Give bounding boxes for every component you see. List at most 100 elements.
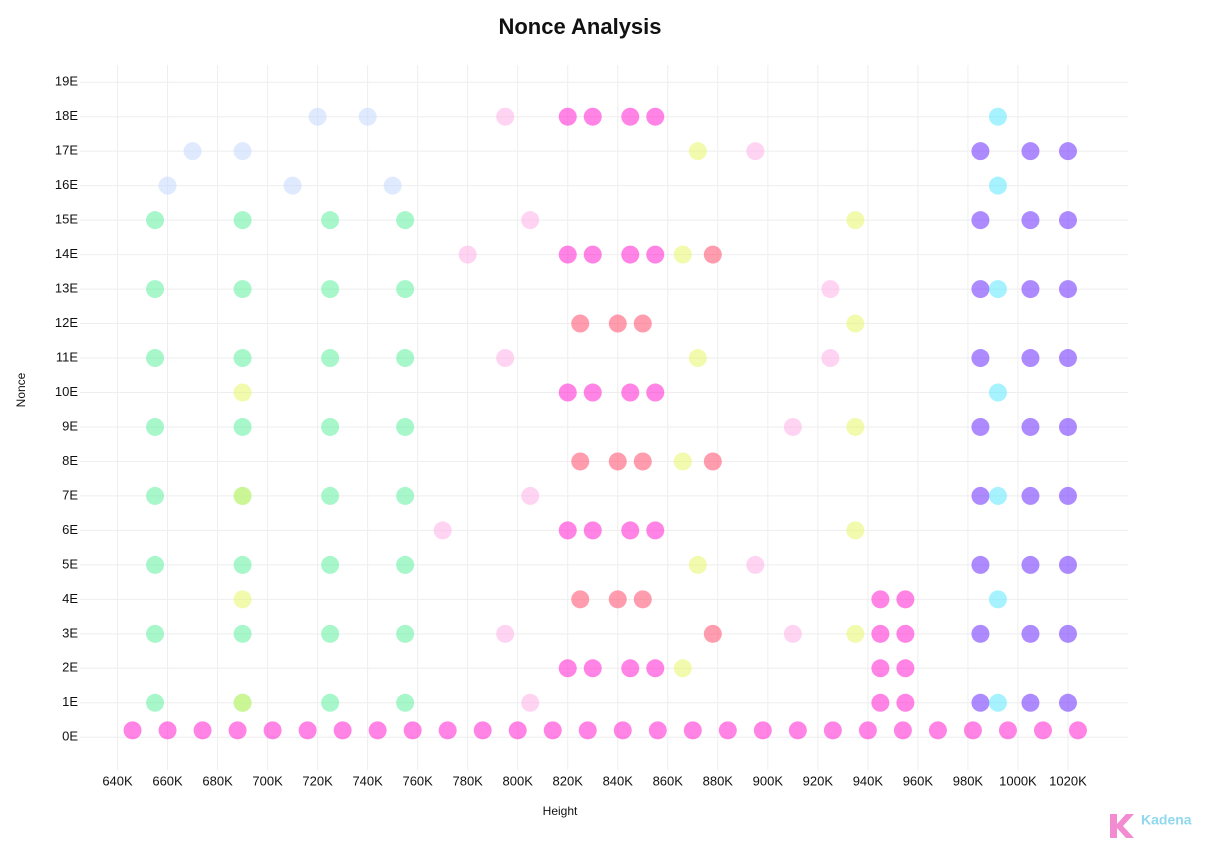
- point: [571, 314, 590, 333]
- point: [846, 624, 865, 643]
- point: [521, 211, 540, 230]
- point: [703, 245, 722, 264]
- point: [621, 245, 640, 264]
- point: [521, 486, 540, 505]
- point: [583, 383, 602, 402]
- x-tick-label: 860K: [653, 773, 684, 788]
- point: [608, 314, 627, 333]
- point: [496, 624, 515, 643]
- point: [621, 521, 640, 540]
- point: [578, 721, 597, 740]
- point: [971, 555, 990, 574]
- point: [558, 245, 577, 264]
- y-tick-label: 18E: [55, 108, 78, 123]
- x-tick-label: 640K: [102, 773, 133, 788]
- point: [146, 486, 165, 505]
- y-tick-label: 9E: [62, 418, 78, 433]
- y-axis-label: Nonce: [14, 372, 28, 407]
- point: [396, 417, 415, 436]
- point: [746, 142, 765, 161]
- point: [233, 142, 252, 161]
- point: [846, 314, 865, 333]
- point: [648, 721, 667, 740]
- y-tick-label: 8E: [62, 453, 78, 468]
- point: [821, 280, 840, 299]
- point: [496, 349, 515, 368]
- point: [988, 590, 1007, 609]
- point: [383, 176, 402, 195]
- point: [321, 693, 340, 712]
- brand-name: Kadena: [1141, 812, 1192, 828]
- series: [988, 107, 1007, 712]
- x-tick-label: 920K: [803, 773, 834, 788]
- point: [193, 721, 212, 740]
- point: [321, 349, 340, 368]
- point: [233, 486, 252, 505]
- chart-title: Nonce Analysis: [498, 14, 661, 39]
- point: [646, 383, 665, 402]
- point: [971, 486, 990, 505]
- point: [1058, 142, 1077, 161]
- point: [633, 452, 652, 471]
- point: [633, 314, 652, 333]
- x-tick-label: 940K: [853, 773, 884, 788]
- series: [123, 107, 1087, 740]
- point: [321, 555, 340, 574]
- point: [683, 721, 702, 740]
- point: [988, 107, 1007, 126]
- point: [621, 383, 640, 402]
- series: [433, 107, 840, 712]
- point: [896, 624, 915, 643]
- point: [583, 659, 602, 678]
- point: [1033, 721, 1052, 740]
- y-tick-label: 0E: [62, 729, 78, 744]
- y-tick-label: 6E: [62, 522, 78, 537]
- point: [123, 721, 142, 740]
- point: [233, 624, 252, 643]
- point: [558, 521, 577, 540]
- point: [368, 721, 387, 740]
- point: [158, 721, 177, 740]
- point: [1058, 693, 1077, 712]
- point: [1021, 693, 1040, 712]
- point: [358, 107, 377, 126]
- point: [1058, 211, 1077, 230]
- point: [746, 555, 765, 574]
- point: [646, 107, 665, 126]
- point: [473, 721, 492, 740]
- y-tick-label: 13E: [55, 281, 78, 296]
- point: [613, 721, 632, 740]
- point: [971, 693, 990, 712]
- point: [233, 555, 252, 574]
- point: [571, 590, 590, 609]
- point: [403, 721, 422, 740]
- point: [308, 107, 327, 126]
- point: [233, 280, 252, 299]
- point: [846, 521, 865, 540]
- x-tick-label: 1020K: [1049, 773, 1087, 788]
- point: [233, 590, 252, 609]
- x-tick-label: 1000K: [999, 773, 1037, 788]
- point: [321, 417, 340, 436]
- point: [988, 693, 1007, 712]
- point: [633, 590, 652, 609]
- point: [928, 721, 947, 740]
- x-tick-label: 760K: [402, 773, 433, 788]
- series: [571, 245, 722, 643]
- point: [646, 521, 665, 540]
- x-tick-label: 800K: [503, 773, 534, 788]
- point: [988, 383, 1007, 402]
- y-tick-label: 4E: [62, 591, 78, 606]
- point: [821, 349, 840, 368]
- point: [146, 555, 165, 574]
- point: [146, 280, 165, 299]
- point: [458, 245, 477, 264]
- x-tick-label: 700K: [252, 773, 283, 788]
- point: [871, 659, 890, 678]
- point: [321, 486, 340, 505]
- point: [608, 590, 627, 609]
- x-tick-label: 740K: [352, 773, 383, 788]
- point: [988, 280, 1007, 299]
